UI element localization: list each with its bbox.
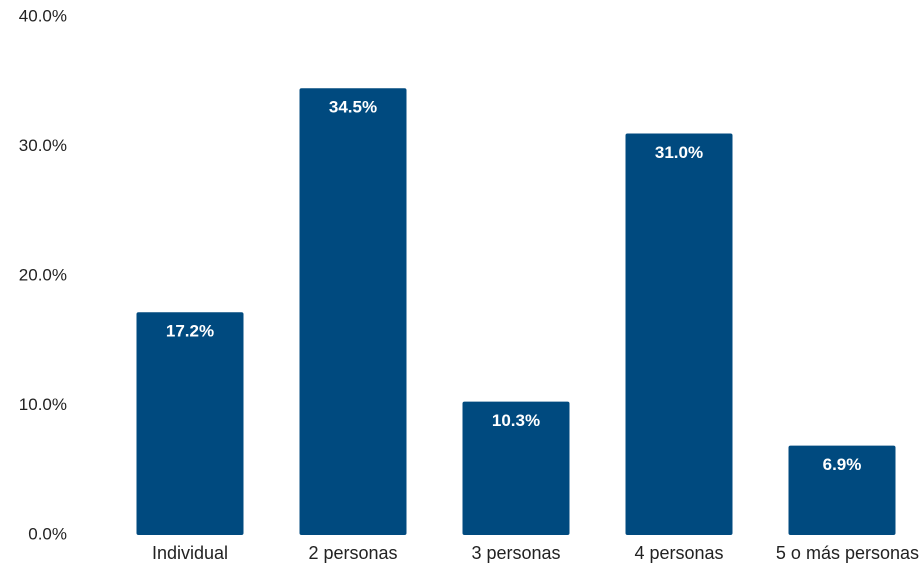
data-label: 31.0%: [655, 143, 703, 162]
y-tick-label: 30.0%: [19, 136, 67, 155]
y-axis: 0.0% 10.0% 20.0% 30.0% 40.0%: [19, 6, 67, 543]
data-label: 17.2%: [166, 322, 214, 341]
x-tick-label: 2 personas: [308, 543, 397, 563]
x-axis: Individual 2 personas 3 personas 4 personas…: [152, 543, 919, 563]
x-tick-label: Individual: [152, 543, 228, 563]
data-label: 6.9%: [823, 455, 862, 474]
bar: [788, 445, 896, 535]
bar: [299, 88, 407, 535]
y-tick-label: 10.0%: [19, 395, 67, 414]
bar: [136, 312, 244, 535]
bar: [462, 401, 570, 535]
data-label: 34.5%: [329, 98, 377, 117]
bar: [625, 133, 733, 536]
y-tick-label: 40.0%: [19, 6, 67, 25]
y-tick-label: 20.0%: [19, 265, 67, 284]
bars: 17.2% 34.5% 10.3% 31.0% 6.9%: [136, 88, 896, 536]
x-tick-label: 3 personas: [471, 543, 560, 563]
x-tick-label: 4 personas: [634, 543, 723, 563]
data-label: 10.3%: [492, 411, 540, 430]
x-tick-label: 5 o más personas: [776, 543, 919, 563]
y-tick-label: 0.0%: [28, 524, 67, 543]
